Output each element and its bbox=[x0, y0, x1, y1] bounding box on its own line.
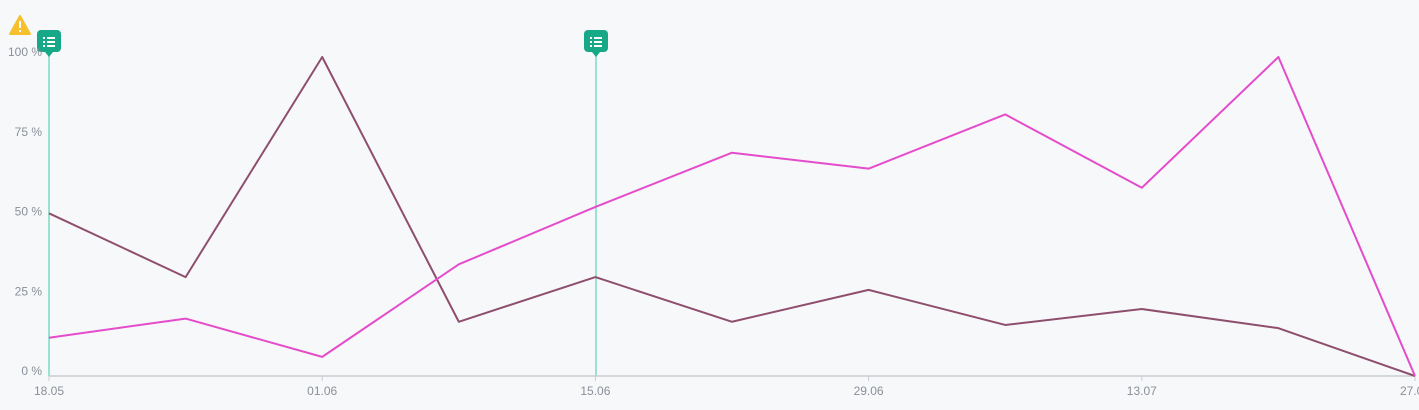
x-tick-label: 29.06 bbox=[854, 384, 884, 398]
marker-icon bbox=[590, 37, 602, 47]
y-tick-label: 50 % bbox=[15, 205, 43, 219]
warning-icon[interactable] bbox=[9, 15, 31, 35]
y-tick-label: 100 % bbox=[8, 45, 42, 59]
warning-dot bbox=[19, 30, 21, 32]
marker-pointer bbox=[45, 52, 53, 57]
annotation-marker[interactable] bbox=[584, 30, 608, 376]
x-tick-label: 27.07 bbox=[1400, 384, 1419, 398]
series-line bbox=[48, 56, 1416, 377]
x-tick-label: 15.06 bbox=[580, 384, 610, 398]
marker-pointer bbox=[592, 52, 600, 57]
warning-bar bbox=[19, 21, 21, 28]
x-tick-label: 18.05 bbox=[34, 384, 64, 398]
marker-icon bbox=[43, 37, 55, 47]
x-tick-label: 01.06 bbox=[307, 384, 337, 398]
y-tick-label: 75 % bbox=[15, 125, 43, 139]
y-tick-label: 25 % bbox=[15, 284, 43, 298]
y-tick-label: 0 % bbox=[21, 364, 42, 378]
series-line bbox=[48, 56, 1416, 377]
x-tick-label: 13.07 bbox=[1127, 384, 1157, 398]
